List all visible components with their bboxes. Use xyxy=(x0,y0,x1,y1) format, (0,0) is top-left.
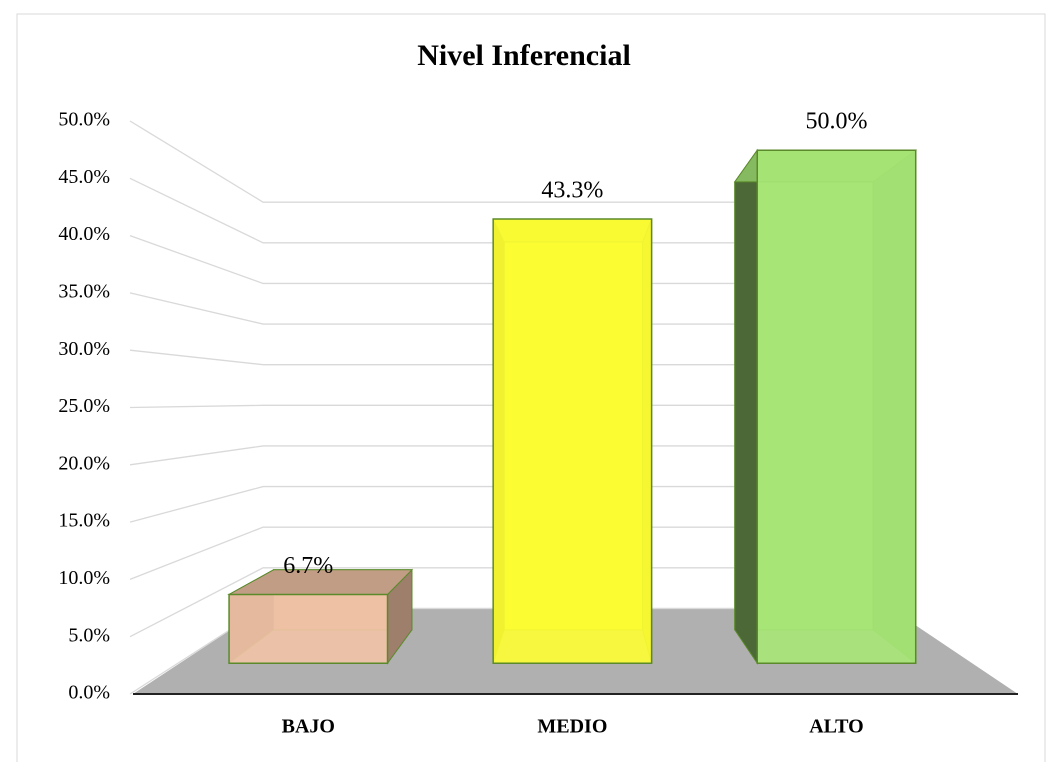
value-label: 43.3% xyxy=(541,177,603,203)
y-tick-label: 10.0% xyxy=(58,567,110,589)
y-tick-label: 35.0% xyxy=(58,280,110,302)
x-tick-label: ALTO xyxy=(809,716,863,738)
y-tick-label: 50.0% xyxy=(58,109,110,131)
grid-line xyxy=(129,177,891,244)
y-tick-label: 45.0% xyxy=(58,166,110,188)
grid-line xyxy=(129,567,891,638)
grid-line xyxy=(129,349,891,366)
grid-line xyxy=(129,120,891,203)
value-label: 50.0% xyxy=(805,109,867,135)
x-tick-label: BAJO xyxy=(282,716,335,738)
bar xyxy=(756,149,917,664)
x-tick-label: MEDIO xyxy=(537,716,607,738)
y-tick-label: 20.0% xyxy=(58,452,110,474)
bar xyxy=(492,218,653,664)
grid-line xyxy=(129,234,891,285)
y-tick-label: 5.0% xyxy=(68,624,110,646)
y-tick-label: 25.0% xyxy=(58,395,110,417)
chart-title: Nivel Inferencial xyxy=(417,39,631,72)
grid-line xyxy=(129,526,891,581)
value-label: 6.7% xyxy=(283,553,333,579)
y-tick-label: 15.0% xyxy=(58,510,110,532)
y-tick-label: 0.0% xyxy=(68,682,110,704)
grid-line xyxy=(129,292,891,325)
bar-side xyxy=(734,148,758,665)
bar xyxy=(228,593,389,664)
grid-line xyxy=(129,485,891,523)
y-tick-label: 30.0% xyxy=(58,338,110,360)
y-tick-label: 40.0% xyxy=(58,223,110,245)
grid-line xyxy=(129,445,891,466)
grid-line xyxy=(129,404,891,409)
